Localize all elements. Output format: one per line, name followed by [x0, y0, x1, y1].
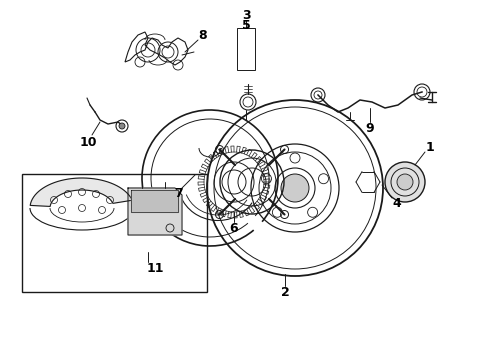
Text: 6: 6: [230, 221, 238, 234]
Text: 9: 9: [366, 122, 374, 135]
Text: 11: 11: [146, 261, 164, 275]
Text: 8: 8: [198, 28, 207, 41]
Polygon shape: [30, 178, 132, 206]
Polygon shape: [128, 188, 182, 235]
Text: 7: 7: [173, 186, 182, 199]
Bar: [22, 174, 207, 292]
Circle shape: [119, 123, 125, 129]
Text: 3: 3: [242, 9, 250, 22]
Circle shape: [397, 174, 413, 190]
Text: 10: 10: [79, 135, 97, 149]
Text: 4: 4: [392, 197, 401, 210]
Circle shape: [385, 162, 425, 202]
Text: 1: 1: [426, 140, 434, 153]
Polygon shape: [131, 190, 178, 212]
Text: 5: 5: [242, 18, 250, 32]
Text: 2: 2: [281, 285, 290, 298]
Bar: [237, 28, 255, 70]
Circle shape: [281, 174, 309, 202]
